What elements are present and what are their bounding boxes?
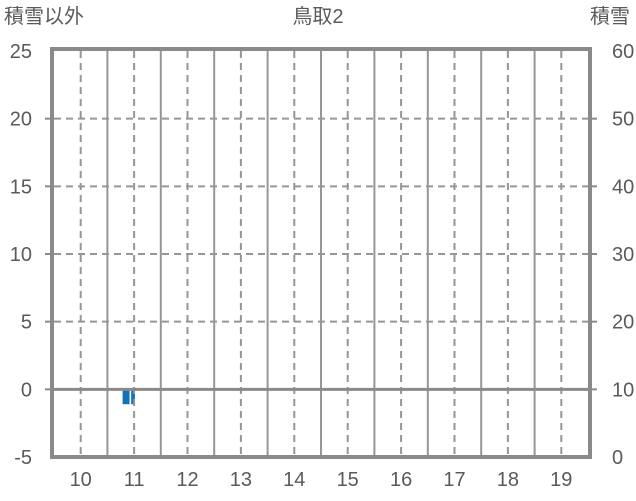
right-axis-tick-label: 60 [612, 41, 634, 63]
right-axis-tick-label: 20 [612, 312, 634, 334]
left-axis-tick-label: 15 [10, 176, 32, 198]
left-axis-tick-label: 20 [10, 109, 32, 131]
x-axis-tick-label: 11 [124, 469, 145, 491]
right-axis-tick-label: 50 [612, 109, 634, 131]
right-axis-title: 積雪 [590, 6, 630, 28]
x-axis-tick-label: 10 [70, 469, 92, 491]
right-axis-tick-label: 10 [612, 379, 634, 401]
right-axis-tick-label: 40 [612, 176, 634, 198]
x-axis-tick-label: 12 [176, 469, 198, 491]
x-axis-tick-label: 17 [443, 469, 465, 491]
right-axis-tick-label: 0 [612, 447, 623, 469]
bar [122, 389, 130, 405]
right-axis-tick-label: 30 [612, 244, 634, 266]
x-axis-tick-label: 13 [230, 469, 252, 491]
left-axis-tick-label: 0 [21, 379, 32, 401]
left-axis-tick-label: 25 [10, 41, 32, 63]
chart-title: 鳥取2 [292, 6, 344, 28]
x-axis-tick-label: 15 [337, 469, 359, 491]
left-axis-tick-label: 5 [21, 312, 32, 334]
x-axis-tick-label: 16 [390, 469, 412, 491]
bar [131, 389, 135, 405]
left-axis-tick-label: 10 [10, 244, 32, 266]
left-axis-title: 積雪以外 [4, 6, 84, 28]
x-axis-tick-label: 14 [283, 469, 305, 491]
x-axis-tick-label: 18 [497, 469, 519, 491]
left-axis-tick-label: -5 [14, 447, 32, 469]
x-axis-tick-label: 19 [550, 469, 572, 491]
